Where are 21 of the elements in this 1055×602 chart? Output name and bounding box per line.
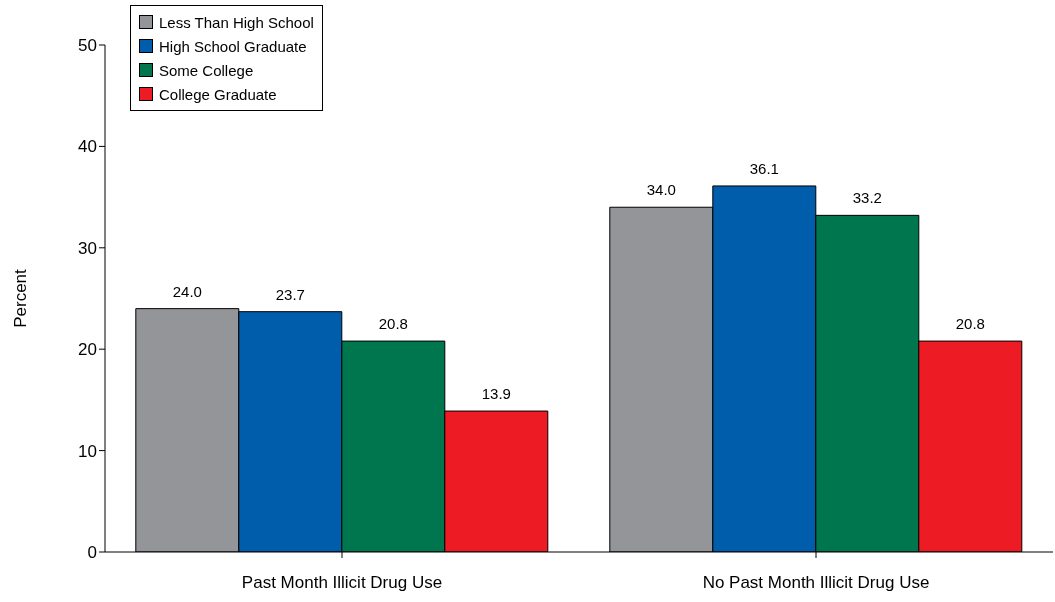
data-label: 36.1 — [749, 159, 779, 177]
y-tick-label: 30 — [78, 238, 97, 258]
data-label: 33.2 — [852, 189, 882, 207]
y-tick-label: 20 — [78, 340, 97, 360]
data-label: 13.9 — [481, 385, 511, 403]
x-tick-label: Past Month Illicit Drug Use — [241, 573, 443, 593]
y-tick-label: 10 — [78, 441, 97, 461]
y-tick-label: 40 — [78, 137, 97, 157]
legend-label: Less Than High School — [159, 13, 314, 31]
data-label: 23.7 — [275, 285, 305, 303]
legend-label: Some College — [159, 61, 254, 79]
y-tick-label: 0 — [87, 543, 97, 563]
data-label: 24.0 — [172, 282, 202, 300]
legend-label: College Graduate — [159, 85, 277, 103]
data-label: 34.0 — [646, 181, 676, 199]
legend-label: High School Graduate — [159, 37, 307, 55]
data-label: 20.8 — [378, 315, 408, 333]
y-tick-label: 50 — [78, 36, 97, 56]
x-tick-label: No Past Month Illicit Drug Use — [702, 573, 930, 593]
y-axis-title: Percent — [11, 268, 31, 328]
data-label: 20.8 — [955, 315, 985, 333]
